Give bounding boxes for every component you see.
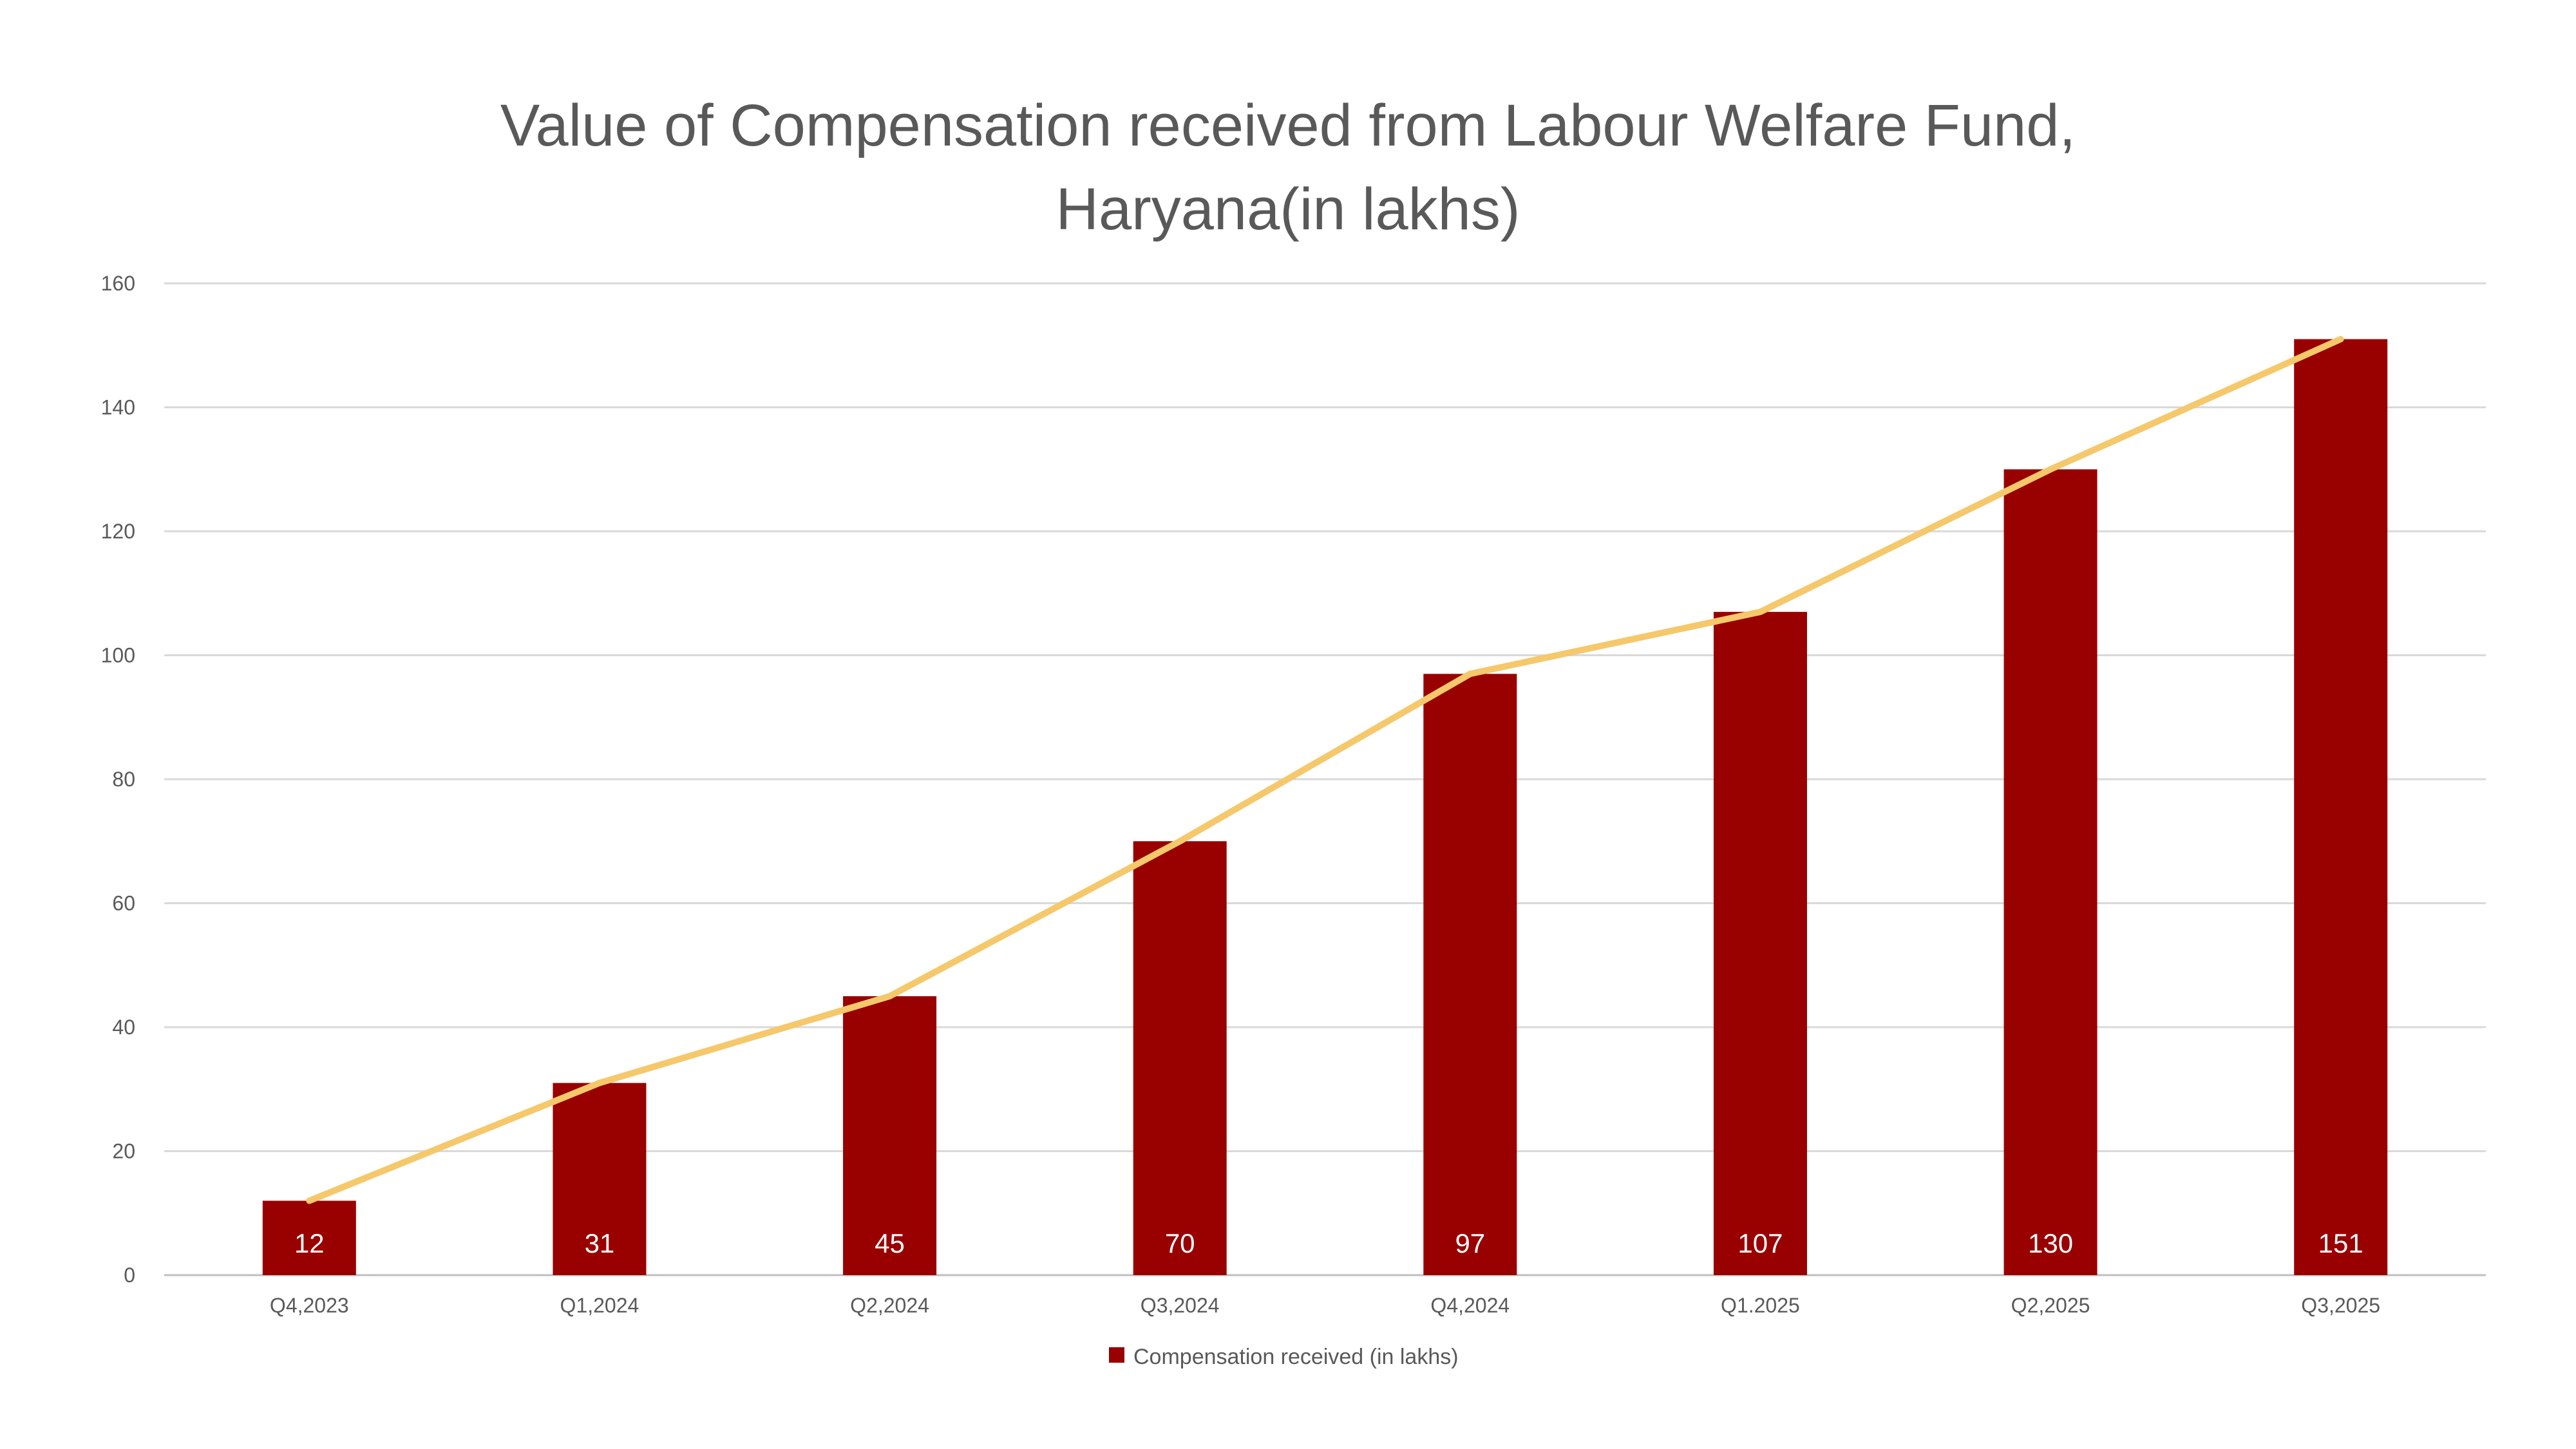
- x-tick-label: Q3,2024: [1141, 1294, 1220, 1317]
- bar: [1133, 841, 1227, 1275]
- y-tick-label: 20: [112, 1140, 135, 1163]
- bar: [2003, 469, 2098, 1275]
- x-tick-label: Q1,2024: [560, 1294, 639, 1317]
- x-tick-label: Q2,2024: [850, 1294, 929, 1317]
- legend-label: Compensation received (in lakhs): [1133, 1345, 1459, 1369]
- bar: [1713, 612, 1807, 1275]
- trend-line-path: [306, 336, 2344, 1204]
- data-label: 107: [1738, 1228, 1783, 1258]
- y-tick-label: 160: [101, 272, 135, 295]
- y-tick-label: 40: [112, 1016, 135, 1039]
- data-label: 151: [2318, 1228, 2363, 1258]
- legend: Compensation received (in lakhs): [1109, 1345, 1459, 1369]
- chart-title-line-2: Haryana(in lakhs): [1056, 176, 1520, 242]
- y-tick-label: 120: [101, 520, 135, 543]
- y-tick-label: 60: [112, 892, 135, 915]
- data-labels: 12 31 45 70 97 107 130 151: [294, 1228, 2363, 1258]
- x-tick-label: Q4,2024: [1430, 1294, 1510, 1317]
- gridlines: [164, 282, 2486, 1276]
- data-label: 12: [294, 1228, 325, 1258]
- data-label: 130: [2028, 1228, 2073, 1258]
- data-label: 97: [1455, 1228, 1485, 1258]
- legend-swatch: [1109, 1347, 1124, 1363]
- x-axis-tick-labels: Q4,2023 Q1,2024 Q2,2024 Q3,2024 Q4,2024 Q1.20…: [270, 1294, 2380, 1317]
- x-tick-label: Q2,2025: [2011, 1294, 2090, 1317]
- bar: [1423, 674, 1517, 1275]
- x-tick-label: Q3,2025: [2301, 1294, 2380, 1317]
- y-tick-label: 0: [124, 1264, 135, 1287]
- bar: [2294, 339, 2388, 1275]
- bar: [553, 1083, 647, 1275]
- bars: [262, 339, 2388, 1275]
- y-tick-label: 140: [101, 396, 135, 419]
- y-tick-label: 100: [101, 644, 135, 667]
- chart-title: Value of Compensation received from Labo…: [0, 84, 2576, 251]
- data-label: 45: [875, 1228, 905, 1258]
- x-tick-label: Q1.2025: [1721, 1294, 1800, 1317]
- trend-line: [306, 336, 2344, 1204]
- chart-title-line-1: Value of Compensation received from Labo…: [500, 93, 2076, 158]
- bar: [843, 996, 937, 1275]
- data-label: 70: [1165, 1228, 1195, 1258]
- data-label: 31: [585, 1228, 615, 1258]
- y-tick-label: 80: [112, 768, 135, 791]
- y-axis-tick-labels: 0 20 40 60 80 100 120 140 160: [101, 272, 135, 1287]
- x-tick-label: Q4,2023: [270, 1294, 349, 1317]
- bar: [262, 1200, 356, 1275]
